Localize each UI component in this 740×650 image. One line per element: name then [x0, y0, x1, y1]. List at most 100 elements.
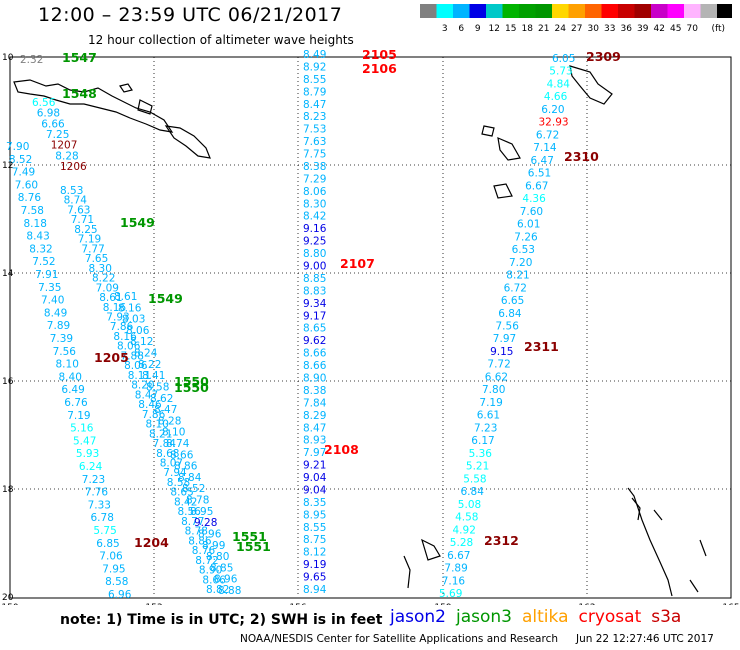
swh-value: 7.23: [474, 422, 497, 434]
pass-time-label: 2312: [484, 533, 519, 548]
swh-value: 7.20: [509, 257, 532, 269]
swh-value: 8.66: [202, 574, 226, 586]
swh-value: 7.35: [38, 282, 61, 294]
swh-value: 8.23: [303, 111, 326, 123]
pass-time-label: 1547: [62, 50, 97, 65]
colorbar-tick-label: 42: [654, 24, 665, 34]
swh-value: 6.66: [41, 118, 65, 130]
swh-value: 6.01: [517, 219, 540, 231]
swh-value: 8.90: [303, 373, 326, 385]
swh-value: 8.38: [303, 161, 326, 173]
swh-value: 8.11: [128, 370, 151, 382]
swh-value: 8.38: [303, 385, 326, 397]
swh-value: 7.60: [520, 206, 543, 218]
swh-value: 8.56: [178, 506, 202, 518]
swh-value: 7.86: [110, 321, 134, 333]
island-solomon-a: [569, 65, 613, 105]
legend-cryosat: cryosat: [578, 607, 642, 627]
swh-value: 5.47: [73, 435, 96, 447]
swh-value: 8.12: [303, 547, 326, 559]
lat-label: 18: [2, 485, 14, 495]
swh-value: 8.07: [160, 458, 183, 470]
colorbar-swatch: [552, 4, 569, 18]
swh-value: 8.43: [26, 231, 49, 243]
wave-height-colorbar: 3 6 9 12 15 18 21 24 27 30 33 36 39 42 45 70 (ft): [420, 4, 732, 34]
swh-value: 8.55: [303, 522, 326, 534]
colorbar-tick-label: 24: [555, 24, 567, 34]
swh-value: 8.86: [188, 535, 212, 547]
swh-value: 8.78: [186, 495, 209, 507]
swh-value: 8.12: [130, 336, 153, 348]
swh-value: 7.49: [12, 167, 35, 179]
swh-value: 7.06: [99, 551, 123, 563]
island-small-a: [119, 83, 133, 93]
swh-value: 4.92: [453, 524, 476, 536]
colorbar-tick-label: 12: [489, 24, 500, 34]
map-frame: [9, 56, 732, 599]
swh-value: 5.16: [70, 423, 94, 435]
colorbar-tick-label: 15: [505, 24, 516, 34]
swh-value: 8.66: [170, 449, 194, 461]
swh-value: 9.19: [303, 559, 326, 571]
swh-value: 7.58: [21, 205, 44, 217]
swh-value: 8.74: [64, 195, 88, 207]
swh-value: 7.93: [106, 312, 129, 324]
swh-value: 7.89: [444, 563, 467, 575]
swh-value: 8.52: [9, 154, 32, 166]
swh-value: 7.97: [303, 447, 326, 459]
lon-label: 159: [434, 603, 451, 605]
swh-value: 8.10: [162, 427, 185, 439]
swh-value: 2.32: [20, 54, 43, 66]
swh-value: 4.36: [522, 193, 546, 205]
swh-value: 7.25: [46, 129, 69, 141]
swh-value: 8.96: [198, 529, 222, 541]
credit-line: NOAA/NESDIS Center for Satellite Applica…: [240, 633, 714, 645]
pass-time-label: 1549: [120, 215, 155, 230]
swh-value: 7.91: [35, 269, 58, 281]
swh-value: 8.76: [192, 545, 216, 557]
swh-value: 8.55: [303, 74, 326, 86]
swh-value: 7.90: [6, 141, 29, 153]
colorbar-tick-label: 9: [475, 24, 481, 34]
map-subtitle: 12 hour collection of altimeter wave hei…: [88, 33, 354, 47]
swh-value: 6.05: [552, 53, 575, 65]
lat-label: 20: [2, 593, 14, 603]
swh-value: 8.16: [118, 302, 142, 314]
swh-value: 7.84: [303, 397, 327, 409]
swh-value: 8.47: [303, 99, 326, 111]
timestamp: Jun 22 12:27:46 UTC 2017: [576, 633, 714, 645]
legend-s3a: s3a: [651, 607, 682, 627]
pass-time-label: 2309: [586, 49, 621, 64]
swh-value: 6.17: [471, 435, 494, 447]
swh-value: 7.75: [303, 149, 326, 161]
swh-value: 7.53: [303, 124, 326, 136]
colorbar-swatch: [717, 4, 732, 18]
swh-value: 8.95: [303, 509, 326, 521]
swh-value: 9.00: [303, 261, 326, 273]
colorbar-tick-label: 18: [522, 24, 534, 34]
swh-value: 8.16: [103, 302, 127, 314]
island-loyalty: [631, 497, 707, 593]
swh-value: 8.28: [158, 415, 181, 427]
swh-value: 9.62: [303, 335, 326, 347]
swh-value: 7.19: [67, 410, 90, 422]
swh-value: 5.36: [469, 448, 493, 460]
swh-value: 5.73: [549, 66, 572, 78]
swh-value: 8.96: [214, 574, 238, 586]
swh-value: 7.80: [482, 384, 505, 396]
pass-time-label: 1204: [134, 535, 169, 550]
pass-time-label: 1549: [148, 291, 183, 306]
swh-value: 8.47: [135, 389, 158, 401]
swh-value: 6.61: [477, 410, 500, 422]
swh-value: 8.86: [174, 461, 198, 473]
swh-value: 7.95: [102, 563, 125, 575]
swh-value: 7.23: [82, 474, 105, 486]
swh-value: 6.85: [96, 538, 119, 550]
swh-value: 7.63: [67, 205, 90, 217]
colorbar-swatch: [502, 4, 519, 18]
pass-time-label: 2107: [340, 256, 375, 271]
swh-value: 8.06: [117, 341, 141, 353]
colorbar-swatch: [585, 4, 602, 18]
colorbar-swatch: [436, 4, 453, 18]
swh-value: 8.94: [303, 584, 327, 596]
